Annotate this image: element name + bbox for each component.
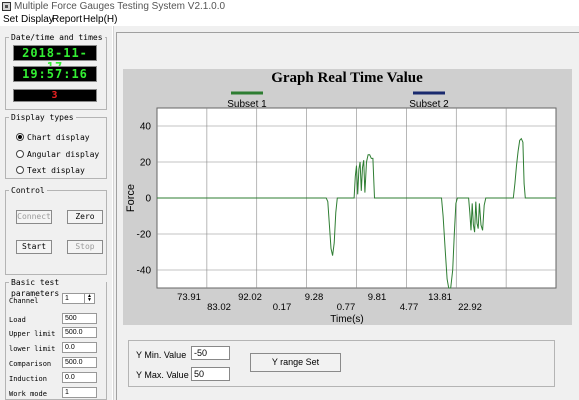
force-chart: Graph Real Time Value Subset 1 Subset 2 40 2… [125,70,557,325]
left-panel: Date/time and times 2018-11-17 19:57:16 … [0,26,112,400]
radio-chart-display-label: Chart display [27,133,90,142]
chart-title: Graph Real Time Value [271,70,423,86]
radio-text-display[interactable]: Text display [16,166,85,176]
work-mode-field[interactable]: 1 [62,387,97,398]
datetime-group: Date/time and times 2018-11-17 19:57:16 … [5,32,107,110]
comparison-field[interactable]: 500.0 [62,357,97,368]
radio-angular-display-label: Angular display [27,150,100,159]
menu-set[interactable]: Set [3,14,19,25]
lower-limit-field[interactable]: 0.0 [62,342,97,353]
work-mode-label: Work mode [9,390,47,398]
ymin-input[interactable]: -50 [191,346,230,360]
radio-text-display-label: Text display [27,166,85,175]
x-tick-label: 9.81 [368,292,387,303]
x-tick-label: 4.77 [400,302,419,313]
upper-limit-field[interactable]: 500.0 [62,327,97,338]
legend-label: Subset 2 [409,99,449,110]
channel-label: Channel [9,297,39,305]
stop-button[interactable]: Stop [67,240,103,254]
comparison-label: Comparison [9,360,52,368]
y-tick-label: 40 [140,122,152,133]
x-tick-label: 0.17 [273,302,292,313]
lower-limit-label: lower limit [9,345,56,353]
display-types-group: Display types Chart display Angular disp… [5,112,107,179]
y-tick-label: -20 [137,230,152,241]
radio-checked-icon [16,133,24,141]
control-group: Control Connect Zero Start Stop [5,185,107,275]
params-group: Basic test parameters Channel 1 ▲ ▼ Load … [5,277,107,400]
ymin-label: Y Min. Value [136,350,187,360]
x-tick-label: 22.92 [458,302,482,313]
radio-unchecked-icon [16,150,24,158]
x-tick-label: 13.81 [428,292,452,303]
x-tick-label: 73.91 [177,292,201,303]
menu-help[interactable]: Help(H) [83,14,118,25]
spin-arrows-icon[interactable]: ▲ ▼ [84,294,94,303]
induction-label: Induction [9,375,47,383]
y-tick-label: -40 [137,266,152,277]
ymax-input[interactable]: 50 [191,367,230,381]
date-display: 2018-11-17 [13,45,97,74]
y-range-set-button[interactable]: Y range Set [250,353,341,372]
legend-label: Subset 1 [227,99,267,110]
series-line [157,137,556,289]
chart-container: Graph Real Time Value Subset 1 Subset 2 40 2… [123,69,572,325]
start-button[interactable]: Start [16,240,52,254]
app-icon [2,2,11,11]
y-axis-label: Force [125,184,137,212]
count-display: 3 [13,89,97,102]
zero-button[interactable]: Zero [67,210,103,224]
channel-spinbox[interactable]: 1 ▲ ▼ [62,293,95,304]
main-frame [116,32,579,400]
x-tick-label: 92.02 [238,292,262,303]
x-axis-label: Time(s) [330,314,364,325]
radio-angular-display[interactable]: Angular display [16,150,99,160]
radio-unchecked-icon [16,166,24,174]
x-tick-label: 9.28 [305,292,324,303]
datetime-group-title: Date/time and times [9,32,105,43]
x-tick-label: 83.02 [207,302,231,313]
window-title: Multiple Force Gauges Testing System V2.… [14,1,226,12]
channel-value: 1 [65,295,69,302]
load-label: Load [9,316,26,324]
y-tick-label: 0 [145,194,151,205]
ymax-label: Y Max. Value [136,370,189,380]
y-range-group: Y Min. Value -50 Y Max. Value 50 Y range… [128,340,555,387]
y-tick-label: 20 [140,158,152,169]
induction-field[interactable]: 0.0 [62,372,97,383]
panel-divider [112,26,114,400]
control-group-title: Control [9,185,47,196]
menu-report[interactable]: Report [52,14,83,25]
x-tick-label: 0.77 [337,302,356,313]
load-field[interactable]: 500 [62,313,97,324]
radio-chart-display[interactable]: Chart display [16,133,90,143]
display-types-title: Display types [9,112,76,123]
menu-bar: Set Display Report Help(H) [0,14,579,26]
time-display: 19:57:16 [13,66,97,82]
menu-display[interactable]: Display [21,14,54,25]
upper-limit-label: Upper limit [9,330,56,338]
title-bar: Multiple Force Gauges Testing System V2.… [0,0,579,14]
connect-button[interactable]: Connect [16,210,52,224]
